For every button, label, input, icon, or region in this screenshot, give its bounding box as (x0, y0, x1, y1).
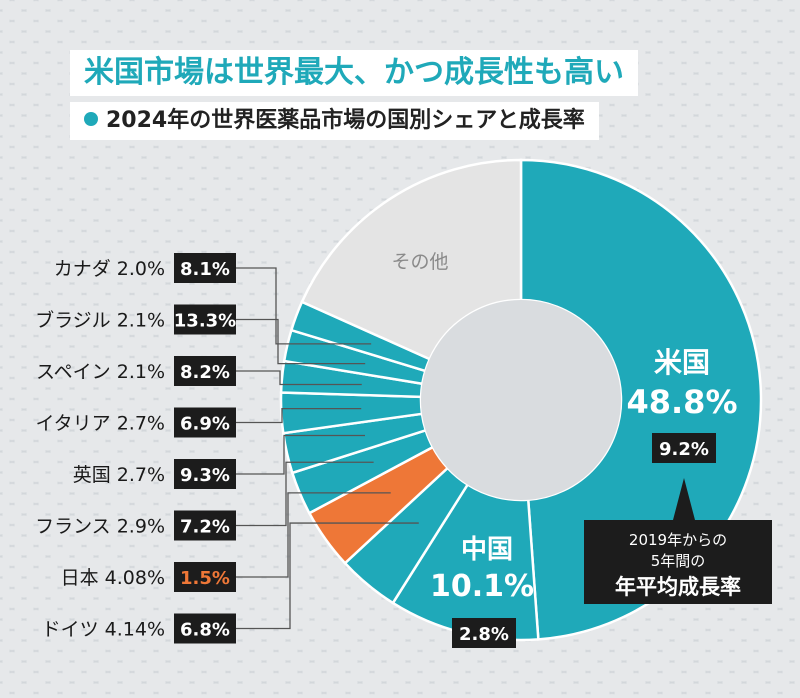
growth-box (174, 253, 236, 283)
growth-value: 1.5% (180, 568, 230, 589)
leader-line (236, 318, 366, 365)
growth-box (174, 407, 236, 438)
chart-title: 米国市場は世界最大、かつ成長性も高い (70, 50, 638, 96)
country-label: フランス 2.9% (35, 516, 165, 538)
growth-box (174, 613, 236, 644)
china-share: 10.1% (430, 569, 534, 604)
usa-label: 米国 (654, 346, 710, 379)
growth-box (174, 562, 236, 592)
callout-line-3: 年平均成長率 (615, 575, 741, 599)
callout-line-1: 2019年からの (629, 531, 727, 549)
country-label: スペイン 2.1% (36, 361, 165, 383)
leader-line (236, 370, 362, 386)
donut-hole (421, 300, 621, 500)
chart-labels: カナダ 2.0% 8.1% ブラジル 2.1% 13.3% スペイン 2.1% 8.2% イ… (35, 251, 772, 648)
usa-share: 48.8% (626, 383, 737, 421)
growth-value: 8.2% (180, 362, 230, 383)
country-label: ブラジル 2.1% (35, 309, 165, 332)
china-growth: 2.8% (459, 624, 509, 645)
country-label: ドイツ 4.14% (42, 619, 165, 641)
leader-line (236, 434, 365, 475)
bullet-dot-icon (84, 112, 98, 126)
leader-lines (236, 267, 419, 630)
chart-slices (279, 158, 763, 642)
growth-box (652, 433, 716, 463)
leader-line (236, 461, 374, 527)
usa-growth: 9.2% (659, 439, 709, 460)
country-label: イタリア 2.7% (35, 413, 165, 435)
growth-value: 13.3% (174, 311, 236, 332)
chart-subtitle: 2024年の世界医薬品市場の国別シェアと成長率 (70, 102, 599, 140)
growth-value: 6.8% (180, 620, 230, 641)
leader-line (236, 522, 419, 630)
leader-line (236, 267, 372, 345)
growth-value: 7.2% (180, 517, 230, 538)
china-label: 中国 (461, 535, 513, 565)
country-label: 日本 4.08% (61, 567, 165, 589)
chart-subtitle-text: 2024年の世界医薬品市場の国別シェアと成長率 (106, 108, 585, 133)
growth-value: 9.3% (180, 465, 230, 486)
pie-slice-10 (300, 158, 523, 361)
callout-line-2: 5年間の (651, 552, 706, 570)
growth-box (174, 356, 236, 386)
growth-value: 6.9% (180, 414, 230, 435)
growth-box (174, 510, 236, 541)
growth-box (452, 618, 516, 648)
country-label: 英国 2.7% (73, 464, 165, 486)
growth-box (174, 304, 236, 335)
leader-line (236, 407, 362, 424)
growth-callout (584, 478, 772, 604)
others-label: その他 (391, 251, 448, 273)
leader-line (236, 492, 391, 578)
growth-value: 8.1% (180, 259, 230, 280)
country-label: カナダ 2.0% (54, 258, 165, 280)
growth-box (174, 459, 236, 489)
